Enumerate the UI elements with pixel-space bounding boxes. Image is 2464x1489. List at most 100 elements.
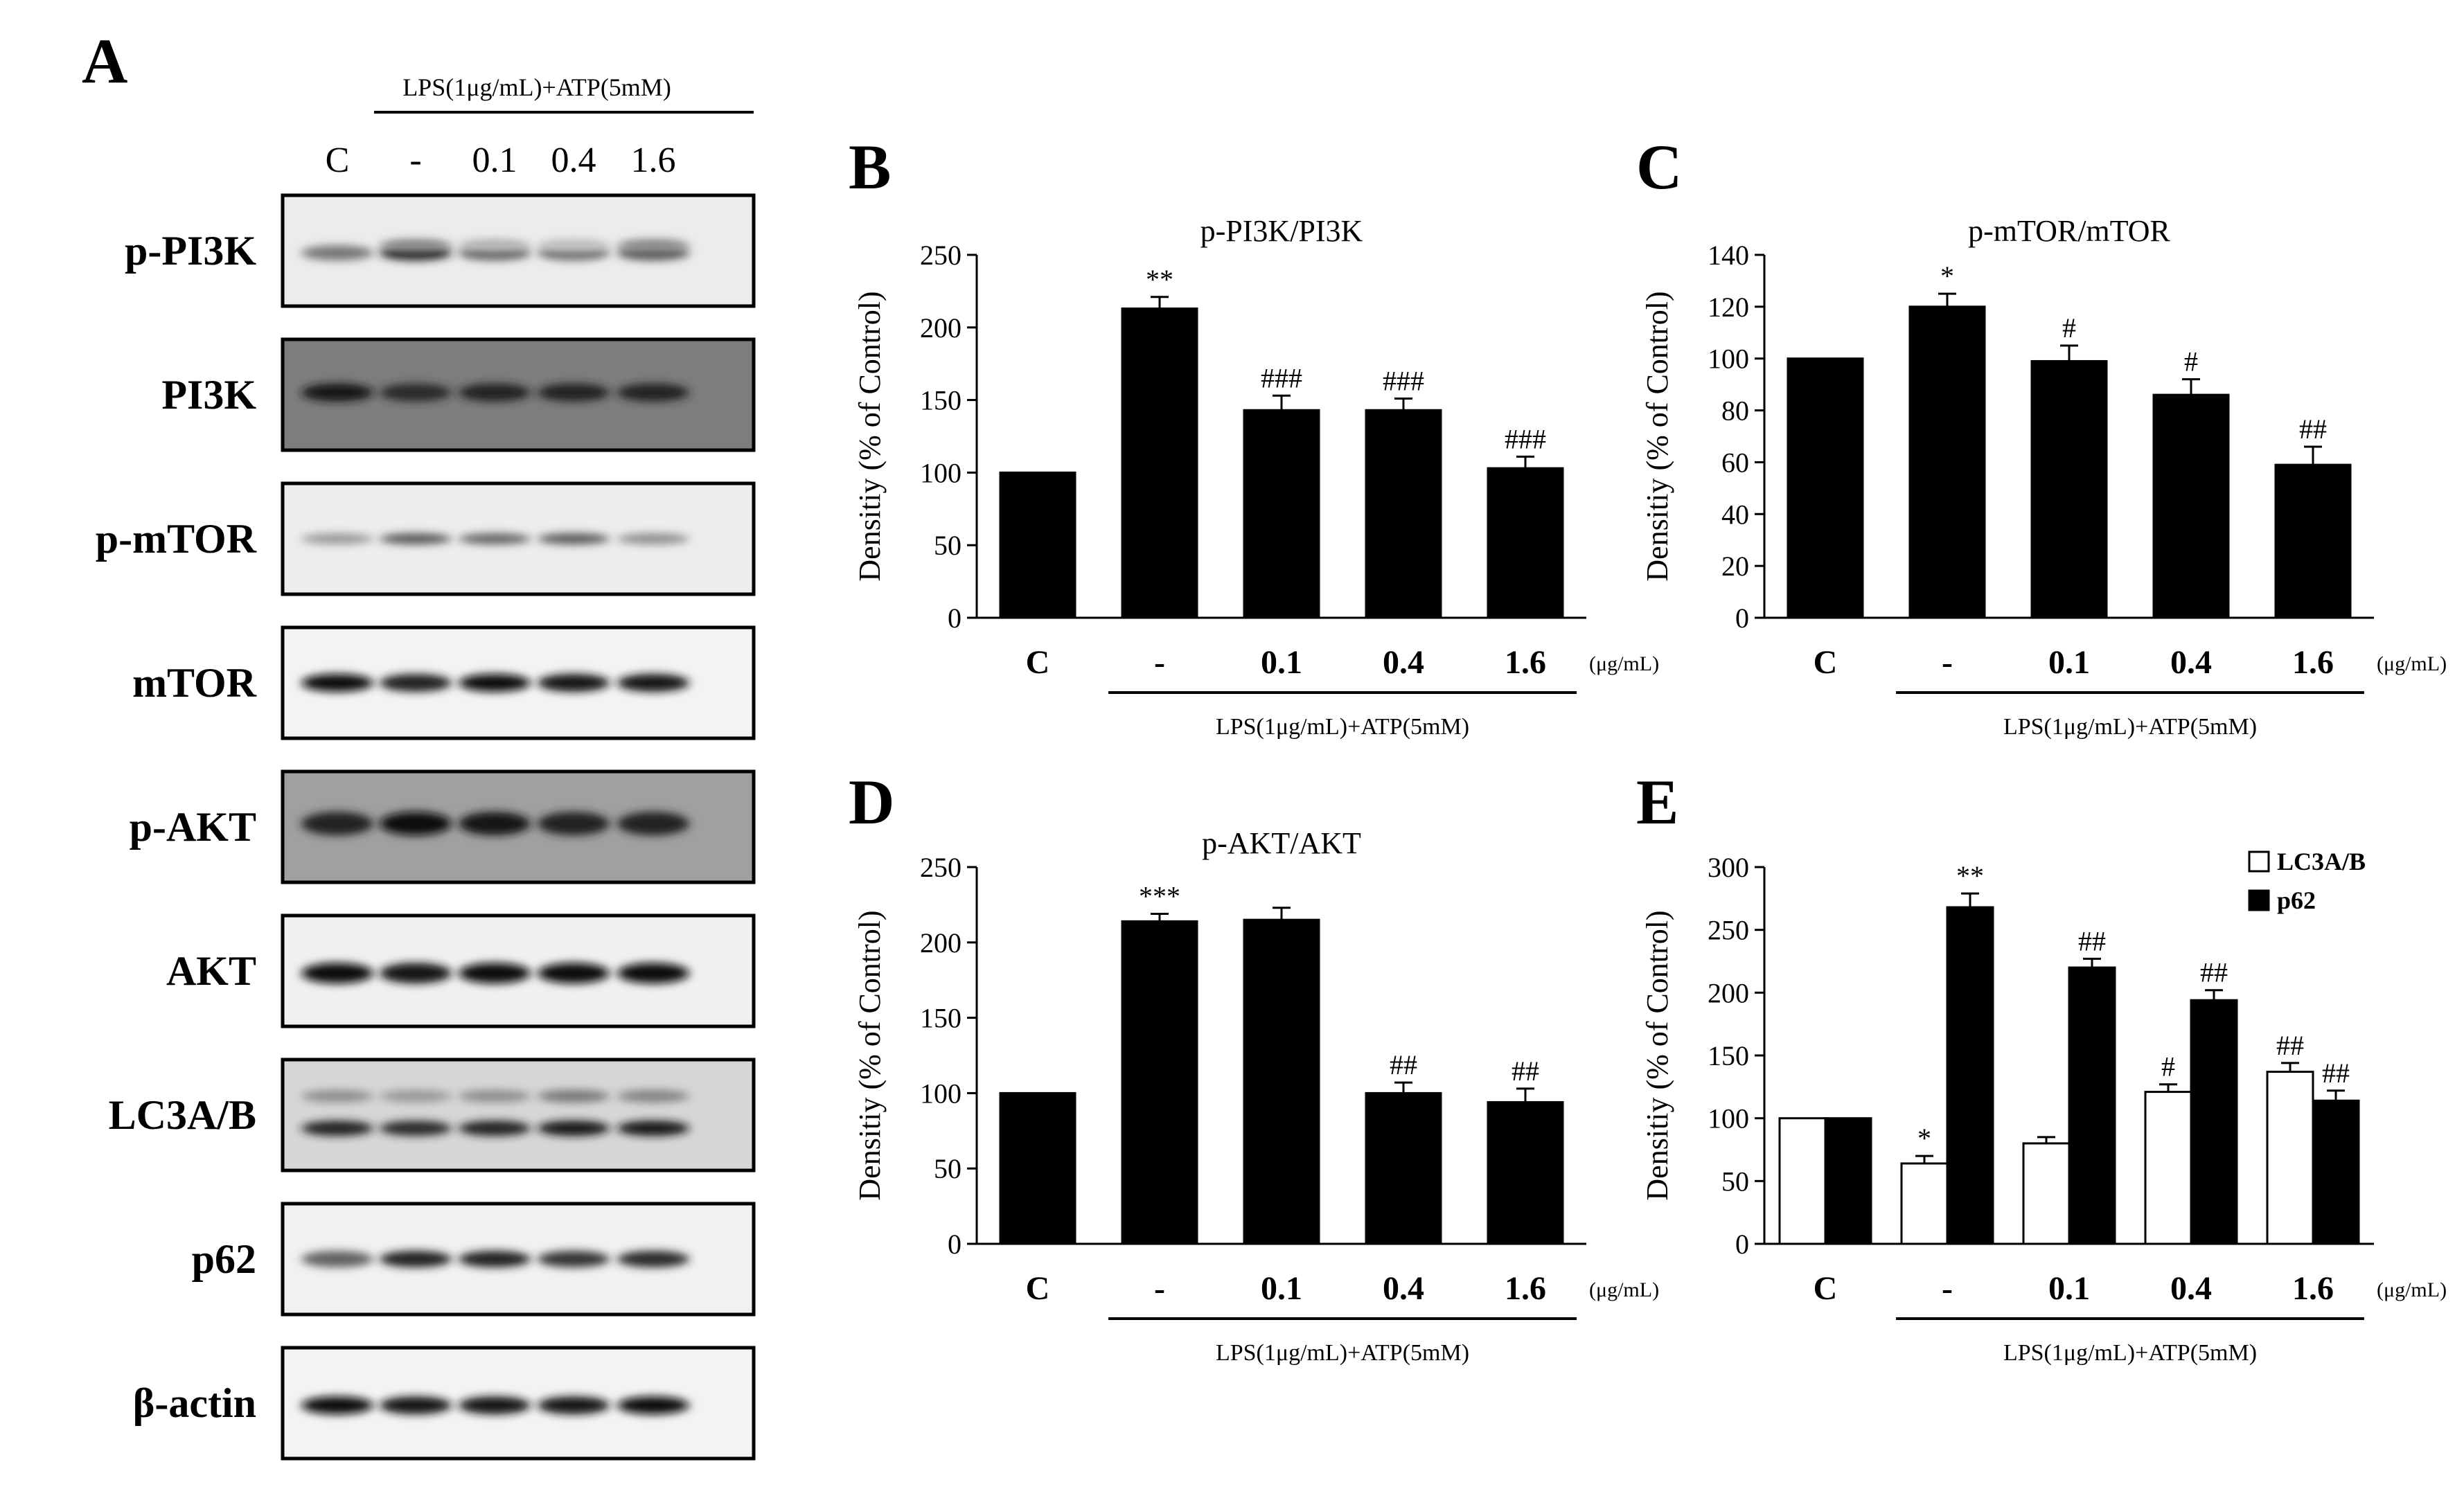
x-tick-label: 0.1 [2048,1270,2090,1307]
x-tick-label: - [1154,1270,1165,1307]
y-tick-label: 300 [1708,852,1749,883]
y-tick-label: 50 [934,1153,961,1184]
significance-label: ### [1261,362,1302,393]
chart-panel-c: p-mTOR/mTOR Densitiy (% of Control) 0 20 40 6… [1640,214,2447,740]
blot-row-label: β-actin [133,1380,256,1426]
blot-band [301,1089,373,1103]
y-tick-label: 80 [1721,395,1749,427]
bar [2022,1142,2071,1245]
x-tick-label: 0.4 [2170,1270,2212,1307]
y-tick-label: 100 [1708,1103,1749,1134]
bar [2068,966,2116,1245]
blot-band [538,1121,610,1136]
x-tick-label: - [1942,644,1953,681]
bar [2266,1071,2314,1245]
blot-band [301,963,373,984]
legend-swatch [2248,889,2270,911]
significance-label: # [2161,1051,2175,1082]
x-tick-label: 0.4 [2170,644,2212,681]
y-tick-label: 200 [920,927,961,959]
blot-band [617,239,689,251]
blot-row-label: p-PI3K [125,228,256,274]
blot-band [459,1121,531,1136]
significance-label: ## [1512,1055,1539,1087]
bar [1487,467,1564,619]
blot-band [459,963,531,984]
blot-band [617,963,689,984]
significance-label: ** [1956,860,1984,891]
blot-band [380,963,452,984]
blot-band [459,1089,531,1103]
bar [1946,906,1994,1245]
unit-label: (μg/mL) [2377,652,2447,675]
blot-band [301,1396,373,1415]
y-tick-label: 250 [920,240,961,271]
x-tick-label: C [1026,644,1050,681]
chart-panel-d: p-AKT/AKT Densitiy (% of Control) 0 50 100 15… [853,826,1659,1366]
blot-band [617,812,689,836]
blot-band [617,1251,689,1267]
blot-row-label: LC3A/B [109,1092,256,1138]
x-tick-label: 0.4 [1383,1270,1424,1307]
blot-band [617,674,689,692]
unit-label: (μg/mL) [1589,652,1659,675]
blot-row-label: p62 [192,1236,256,1282]
panel-letter-e: E [1636,767,1679,837]
group-label: LPS(1μg/mL)+ATP(5mM) [2003,714,2257,740]
x-tick-label: C [1814,1270,1838,1307]
blot-band [380,1396,452,1415]
blot-row: mTOR [132,625,756,740]
blot-band [617,383,689,402]
significance-label: ## [1390,1049,1417,1080]
blot-row: β-actin [133,1346,756,1461]
blot-band [617,533,689,544]
blot-band [538,1251,610,1267]
blot-band [380,674,452,692]
x-tick-label: - [1154,644,1165,681]
significance-label: ## [2276,1030,2304,1061]
blot-band [538,1089,610,1103]
y-tick-label: 50 [1721,1166,1749,1197]
chart-title: p-AKT/AKT [1202,826,1361,860]
blot-band [538,812,610,836]
lane-label: - [409,141,421,180]
lane-label: 0.1 [472,141,517,180]
blot-row: p62 [192,1202,756,1317]
blot-band [459,239,531,251]
blot-band [459,674,531,692]
blot-band [380,1251,452,1267]
blot-band [459,533,531,544]
panel-letter-d: D [849,767,895,837]
blot-band [459,1251,531,1267]
blot-row-label: PI3K [161,372,256,418]
x-tick-label: 0.4 [1383,644,1424,681]
blot-band [617,1121,689,1136]
blot-row: p-AKT [130,769,756,884]
y-tick-label: 100 [1708,344,1749,375]
y-tick-label: 150 [1708,1040,1749,1071]
lane-label: C [326,141,350,180]
chart-panel-b: p-PI3K/PI3K Densitiy (% of Control) 0 50 100… [853,214,1659,740]
significance-label: ## [2322,1058,2350,1089]
bar [999,1091,1076,1245]
significance-label: # [2062,312,2076,344]
x-tick-label: 1.6 [2292,644,2334,681]
western-blot-panel: LPS(1μg/mL)+ATP(5mM) C - 0.1 0.4 1.6 p-PI3K PI3… [96,73,756,1461]
x-tick-label: 0.1 [2048,644,2090,681]
x-tick-label: 1.6 [2292,1270,2334,1307]
blot-band [301,1251,373,1267]
x-tick-label: - [1942,1270,1953,1307]
unit-label: (μg/mL) [1589,1278,1659,1301]
bar [2030,359,2108,619]
x-tick-label: 0.1 [1261,1270,1302,1307]
group-label: LPS(1μg/mL)+ATP(5mM) [2003,1340,2257,1366]
blot-band [380,1121,452,1136]
bar [1121,307,1198,619]
blot-row: PI3K [161,337,756,452]
blot-row: p-PI3K [125,193,756,308]
bar [1787,357,1864,619]
significance-label: * [1917,1123,1931,1154]
lane-treatment-label: LPS(1μg/mL)+ATP(5mM) [402,73,671,101]
blot-band [459,812,531,836]
lane-label: 1.6 [631,141,676,180]
